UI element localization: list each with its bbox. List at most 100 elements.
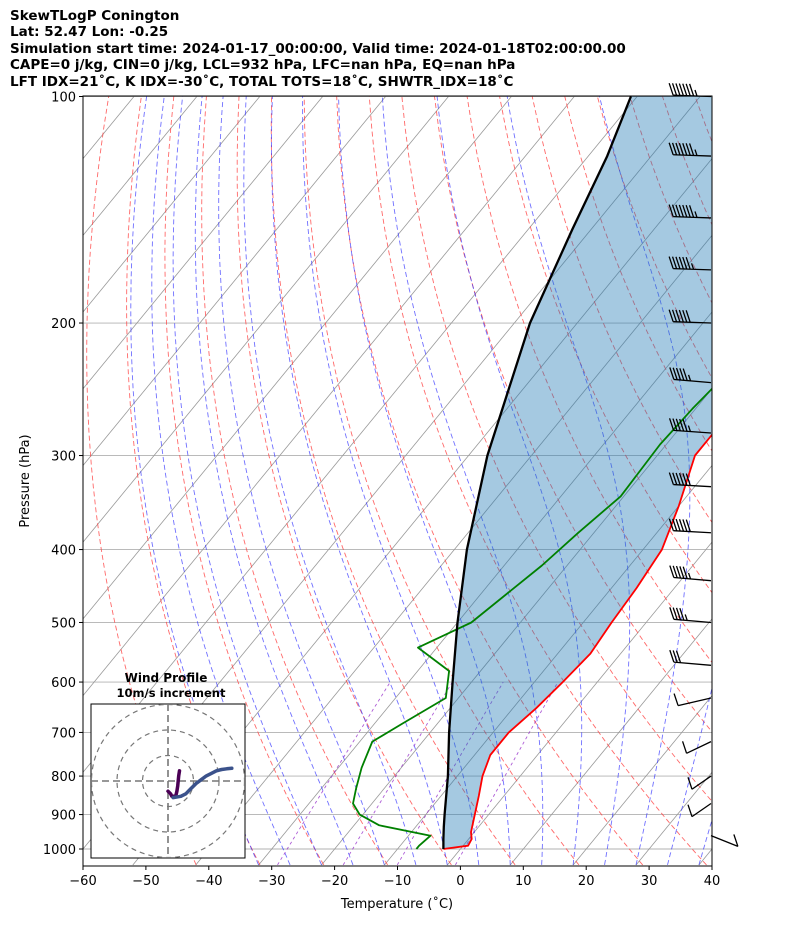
hodograph-ring [91,704,245,858]
y-tick-label: 400 [51,544,76,559]
temperature-line [443,433,712,850]
wind-barb-feather [682,419,688,432]
hodograph-content [91,704,245,858]
y-tick-label: 200 [51,317,76,332]
wind-barb-half-feather [694,89,698,97]
wind-barb [668,518,712,534]
isotherm-line [509,618,712,866]
wind-barb [687,775,712,790]
isotherm-line [83,96,386,467]
wind-barb-feather [675,367,682,381]
wind-barb-half-feather [687,572,692,580]
wind-barb-feather [675,204,681,218]
x-tick-label: 40 [704,874,721,889]
wind-barb-feather [672,367,678,380]
y-tick-label: 300 [51,450,76,465]
wind-barb [687,802,712,818]
wind-barb [669,367,712,384]
wind-barb [669,565,712,582]
wind-barb [668,204,712,219]
wind-barb-feather [682,143,688,156]
wind-barb-feather [669,607,675,620]
wind-barb-feather [682,309,688,323]
moist-adiabat-line [271,96,448,865]
isotherm-line [83,96,323,390]
wind-barb-feather [668,418,675,431]
wind-barb-feather [685,473,691,486]
wind-barb-staff [673,661,712,666]
wind-barb-staff [677,697,712,707]
wind-barb-feather [671,204,678,217]
wind-barb-feather [685,519,691,532]
wind-barb-feather [675,83,681,96]
wind-barb-staff [673,576,712,582]
wind-barb-feather [675,518,681,532]
isotherm-line [572,694,712,866]
wind-barb-feather [685,204,691,218]
wind-barb-feather [682,83,688,96]
wind-barb-feather [675,418,681,432]
dry-adiabat-line [760,97,794,865]
moist-adiabat-line [698,818,712,866]
wind-barb-half-feather [687,425,692,432]
wind-barb-feather [672,472,678,485]
wind-barbs-layer [668,82,739,848]
wind-barb-feather [671,256,678,269]
wind-barb-feather [675,142,681,156]
title-line-cape: CAPE=0 j/kg, CIN=0 j/kg, LCL=932 hPa, LF… [10,57,516,74]
isotherm-line [258,311,712,866]
wind-barb-feather [688,205,695,218]
wind-barb-feather [668,142,674,155]
y-tick-label: 500 [51,616,76,631]
x-axis-label: Temperature (˚C) [340,896,453,912]
wind-barb-feather [679,607,685,621]
wind-barb-feather [682,256,688,270]
wind-barb-feather [668,472,674,485]
x-tick-label: −30 [258,874,285,889]
wind-barb-feather [678,256,684,270]
wind-barb-feather [672,650,678,663]
dry-adiabat-line [368,96,707,866]
isotherm-line [447,541,712,866]
mixing-ratio-line [455,681,559,866]
title-line-station: SkewTLogP Conington [10,8,180,24]
wind-barb-feather [679,368,685,381]
dry-adiabat-line [336,96,644,866]
wind-barb-staff [691,802,712,818]
hodograph-inset: Wind Profile 10m/s increment [90,671,246,859]
x-tick-label: −40 [195,874,222,889]
wind-barb-feather [685,310,691,323]
wind-barb-feather [678,472,685,486]
isotherm-line [384,464,712,866]
wind-barb-feather [668,82,674,96]
dry-adiabat-line [201,96,388,866]
moist-adiabat-line [599,96,691,866]
isotherm-line [762,97,794,865]
wind-barb-feather [685,256,691,270]
wind-barb [681,741,712,754]
dry-adiabat-line [531,96,712,524]
wind-barb-feather [668,309,674,322]
x-tick-label: −20 [321,874,348,889]
wind-barb-feather [668,204,674,217]
dry-adiabat-line [270,96,516,866]
y-axis-label: Pressure (hPa) [18,434,33,527]
wind-barb [668,309,712,324]
title-line-location: Lat: 52.47 Lon: -0.25 [10,24,169,41]
wind-barb [668,418,712,434]
wind-barb-staff [673,618,712,624]
wind-barb [710,834,739,848]
wind-barb-feather [668,518,674,531]
wind-barb-feather [685,143,691,156]
dewpoint-line [352,387,712,850]
wind-barb-feather [671,142,678,156]
title-line-indices: LFT IDX=21˚C, K IDX=-30˚C, TOTAL TOTS=18… [10,73,514,90]
isotherm-line [83,96,198,236]
wind-barb-feather [669,367,675,380]
wind-barb-half-feather [690,263,695,270]
x-tick-label: −10 [384,874,411,889]
wind-barb-feather [675,256,681,270]
wind-barb-feather [681,741,688,754]
wind-barb-feather [733,834,739,847]
y-tick-label: 100 [51,91,76,106]
